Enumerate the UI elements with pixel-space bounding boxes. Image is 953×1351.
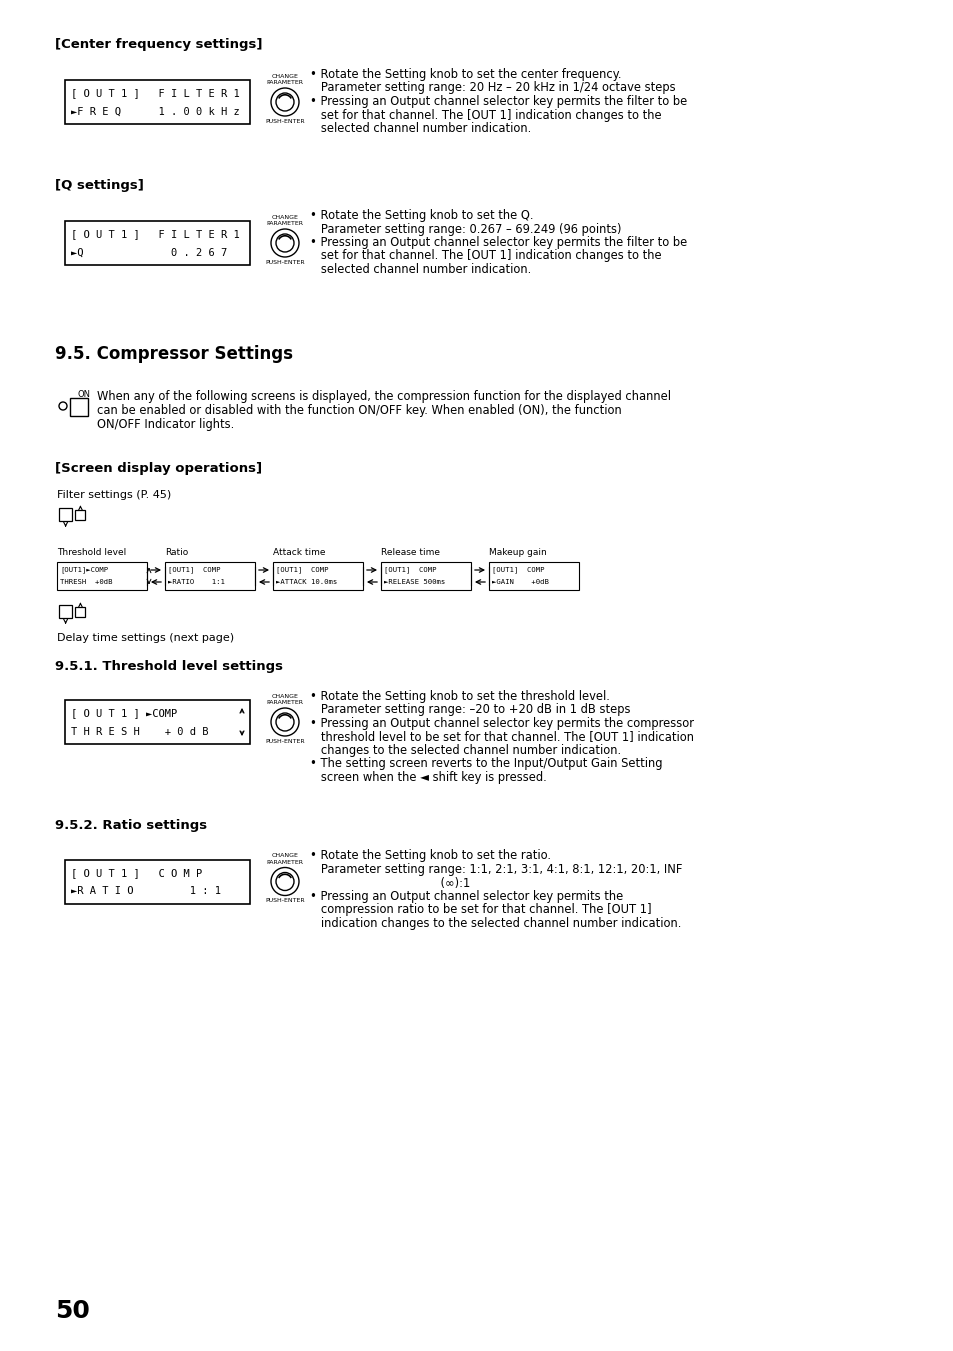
Text: ►R A T I O         1 : 1: ►R A T I O 1 : 1	[71, 886, 221, 896]
Text: [Center frequency settings]: [Center frequency settings]	[55, 38, 262, 51]
Text: ON/OFF Indicator lights.: ON/OFF Indicator lights.	[97, 417, 234, 431]
Text: • Pressing an Output channel selector key permits the compressor: • Pressing an Output channel selector ke…	[310, 717, 693, 730]
Text: • Rotate the Setting knob to set the center frequency.: • Rotate the Setting knob to set the cen…	[310, 68, 620, 81]
Text: ►RELEASE 500ms: ►RELEASE 500ms	[384, 580, 445, 585]
Text: threshold level to be set for that channel. The [OUT 1] indication: threshold level to be set for that chann…	[310, 731, 693, 743]
Text: selected channel number indication.: selected channel number indication.	[310, 263, 531, 276]
Text: Filter settings (P. 45): Filter settings (P. 45)	[57, 490, 172, 500]
Text: PUSH-ENTER: PUSH-ENTER	[265, 259, 305, 265]
Text: [ O U T 1 ]   F I L T E R 1: [ O U T 1 ] F I L T E R 1	[71, 230, 239, 239]
FancyBboxPatch shape	[59, 605, 72, 619]
Text: CHANGE
PARAMETER: CHANGE PARAMETER	[266, 694, 303, 705]
FancyBboxPatch shape	[57, 562, 147, 590]
Text: 9.5.2. Ratio settings: 9.5.2. Ratio settings	[55, 820, 207, 832]
Text: • The setting screen reverts to the Input/Output Gain Setting: • The setting screen reverts to the Inpu…	[310, 758, 661, 770]
Text: Attack time: Attack time	[273, 549, 325, 557]
Text: 9.5. Compressor Settings: 9.5. Compressor Settings	[55, 345, 293, 363]
Text: CHANGE
PARAMETER: CHANGE PARAMETER	[266, 215, 303, 226]
Text: (∞):1: (∞):1	[310, 877, 470, 889]
Text: changes to the selected channel number indication.: changes to the selected channel number i…	[310, 744, 620, 757]
Text: THRESH  +0dB: THRESH +0dB	[60, 580, 112, 585]
Text: PUSH-ENTER: PUSH-ENTER	[265, 898, 305, 904]
Text: PUSH-ENTER: PUSH-ENTER	[265, 739, 305, 744]
Text: [OUT1]  COMP: [OUT1] COMP	[275, 566, 328, 573]
FancyBboxPatch shape	[65, 700, 250, 744]
Text: • Pressing an Output channel selector key permits the filter to be: • Pressing an Output channel selector ke…	[310, 236, 686, 249]
Text: • Rotate the Setting knob to set the Q.: • Rotate the Setting knob to set the Q.	[310, 209, 533, 222]
Text: indication changes to the selected channel number indication.: indication changes to the selected chann…	[310, 917, 680, 929]
FancyBboxPatch shape	[70, 399, 88, 416]
Text: Makeup gain: Makeup gain	[489, 549, 546, 557]
Text: Parameter setting range: 20 Hz – 20 kHz in 1/24 octave steps: Parameter setting range: 20 Hz – 20 kHz …	[310, 81, 675, 95]
FancyBboxPatch shape	[65, 859, 250, 904]
Text: 9.5.1. Threshold level settings: 9.5.1. Threshold level settings	[55, 661, 283, 673]
Text: [ O U T 1 ]   C O M P: [ O U T 1 ] C O M P	[71, 867, 202, 878]
FancyBboxPatch shape	[59, 508, 72, 521]
FancyBboxPatch shape	[380, 562, 471, 590]
Text: Parameter setting range: –20 to +20 dB in 1 dB steps: Parameter setting range: –20 to +20 dB i…	[310, 704, 630, 716]
Text: [OUT1]►COMP: [OUT1]►COMP	[60, 566, 108, 573]
Text: [Q settings]: [Q settings]	[55, 178, 144, 192]
Text: CHANGE
PARAMETER: CHANGE PARAMETER	[266, 74, 303, 85]
Text: set for that channel. The [OUT 1] indication changes to the: set for that channel. The [OUT 1] indica…	[310, 108, 661, 122]
FancyBboxPatch shape	[65, 222, 250, 265]
Text: ►GAIN    +0dB: ►GAIN +0dB	[492, 580, 548, 585]
Text: 50: 50	[55, 1300, 90, 1323]
Text: ►F R E Q      1 . 0 0 k H z: ►F R E Q 1 . 0 0 k H z	[71, 107, 239, 116]
Text: set for that channel. The [OUT 1] indication changes to the: set for that channel. The [OUT 1] indica…	[310, 250, 661, 262]
Text: [ O U T 1 ] ►COMP: [ O U T 1 ] ►COMP	[71, 708, 177, 719]
Text: CHANGE
PARAMETER: CHANGE PARAMETER	[266, 854, 303, 865]
Text: [ O U T 1 ]   F I L T E R 1: [ O U T 1 ] F I L T E R 1	[71, 88, 239, 99]
Text: • Rotate the Setting knob to set the threshold level.: • Rotate the Setting knob to set the thr…	[310, 690, 609, 703]
Text: Delay time settings (next page): Delay time settings (next page)	[57, 634, 233, 643]
Text: [OUT1]  COMP: [OUT1] COMP	[168, 566, 220, 573]
Text: Release time: Release time	[380, 549, 439, 557]
Text: [Screen display operations]: [Screen display operations]	[55, 462, 262, 476]
Text: ►RATIO    1:1: ►RATIO 1:1	[168, 580, 225, 585]
Text: • Pressing an Output channel selector key permits the filter to be: • Pressing an Output channel selector ke…	[310, 95, 686, 108]
Text: compression ratio to be set for that channel. The [OUT 1]: compression ratio to be set for that cha…	[310, 904, 651, 916]
Text: When any of the following screens is displayed, the compression function for the: When any of the following screens is dis…	[97, 390, 670, 403]
FancyBboxPatch shape	[65, 80, 250, 124]
Text: can be enabled or disabled with the function ON/OFF key. When enabled (ON), the : can be enabled or disabled with the func…	[97, 404, 621, 417]
Text: Ratio: Ratio	[165, 549, 188, 557]
Text: Parameter setting range: 1:1, 2:1, 3:1, 4:1, 8:1, 12:1, 20:1, INF: Parameter setting range: 1:1, 2:1, 3:1, …	[310, 863, 681, 875]
Text: selected channel number indication.: selected channel number indication.	[310, 122, 531, 135]
FancyBboxPatch shape	[489, 562, 578, 590]
Text: [OUT1]  COMP: [OUT1] COMP	[492, 566, 544, 573]
Text: ON: ON	[78, 390, 91, 399]
Text: ►ATTACK 10.0ms: ►ATTACK 10.0ms	[275, 580, 337, 585]
Text: screen when the ◄ shift key is pressed.: screen when the ◄ shift key is pressed.	[310, 771, 546, 784]
Text: ►Q              0 . 2 6 7: ►Q 0 . 2 6 7	[71, 247, 227, 258]
Text: [OUT1]  COMP: [OUT1] COMP	[384, 566, 436, 573]
Text: PUSH-ENTER: PUSH-ENTER	[265, 119, 305, 124]
Text: • Pressing an Output channel selector key permits the: • Pressing an Output channel selector ke…	[310, 890, 622, 902]
Text: Parameter setting range: 0.267 – 69.249 (96 points): Parameter setting range: 0.267 – 69.249 …	[310, 223, 620, 235]
FancyBboxPatch shape	[75, 607, 86, 617]
FancyBboxPatch shape	[75, 511, 86, 520]
FancyBboxPatch shape	[273, 562, 363, 590]
Text: Threshold level: Threshold level	[57, 549, 126, 557]
Text: T H R E S H    + 0 d B: T H R E S H + 0 d B	[71, 727, 209, 736]
Text: • Rotate the Setting knob to set the ratio.: • Rotate the Setting knob to set the rat…	[310, 850, 551, 862]
FancyBboxPatch shape	[165, 562, 254, 590]
